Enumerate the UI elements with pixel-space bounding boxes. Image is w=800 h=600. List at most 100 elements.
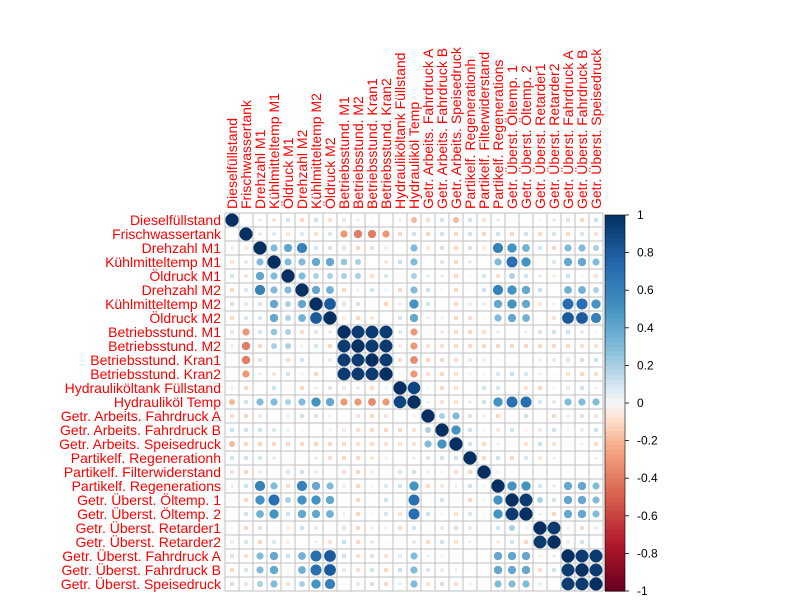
correlation-circle [299,581,305,587]
color-legend-segment [605,370,625,376]
row-label: Getr. Überst. Retarder2 [75,533,221,550]
correlation-circle [421,409,435,423]
correlation-circle [281,269,295,283]
column-label: Betriebsstund. Kran2 [378,78,394,209]
correlation-circle [495,413,501,419]
correlation-circle [524,526,528,530]
correlation-circle [551,315,557,321]
correlation-circle [551,497,557,503]
correlation-circle [467,231,473,237]
correlation-circle [369,581,375,587]
correlation-circle [494,580,502,588]
correlation-circle [225,213,239,227]
correlation-circle [523,385,529,391]
color-legend-segment [605,572,625,578]
correlation-circle [575,563,589,577]
correlation-circle [425,231,431,237]
correlation-circle [299,441,305,447]
correlation-circle [505,507,519,521]
correlation-circle [523,273,529,279]
correlation-circle [521,551,531,561]
correlation-circle [229,399,235,405]
correlation-circle [311,495,321,505]
column-label: Getr. Überst. Speisedruck [587,48,604,209]
column-label: Getr. Arbeits. Fahrdruck A [420,48,436,209]
correlation-circle [397,287,403,293]
correlation-circle [525,219,527,221]
correlation-circle [537,441,543,447]
correlation-circle [477,465,491,479]
correlation-circle [523,371,529,377]
correlation-circle [324,550,336,562]
correlation-circle [453,511,459,517]
correlation-circle [244,274,248,278]
correlation-circle [551,427,557,433]
correlation-circle [563,257,573,267]
correlation-circle [313,441,319,447]
correlation-circle [577,509,587,519]
correlation-circle [579,525,585,531]
correlation-circle [343,499,345,501]
correlation-circle [426,470,430,474]
correlation-circle [496,470,500,474]
row-label: Partikelf. Regenerations [72,478,221,494]
correlation-circle [409,481,419,491]
correlation-circle [551,231,557,237]
correlation-circle [575,577,589,591]
correlation-circle [243,469,249,475]
correlation-circle [425,567,431,573]
correlation-circle [507,481,517,491]
color-legend-segment [605,276,625,282]
correlation-circle [439,343,445,349]
correlation-circle [566,386,570,390]
correlation-circle [468,274,472,278]
correlation-circle [327,455,333,461]
correlation-circle [382,398,390,406]
correlation-circle [481,455,487,461]
color-legend-segment [605,431,625,437]
correlation-circle [469,569,471,571]
correlation-circle [295,283,309,297]
correlation-circle [285,315,291,321]
correlation-circle [523,413,529,419]
color-legend-segment [605,309,625,315]
correlation-circle [355,483,361,489]
correlation-circle [327,273,333,279]
correlation-circle [243,427,249,433]
correlation-circle [270,328,278,336]
correlation-circle [481,441,487,447]
correlation-circle [566,372,570,376]
correlation-circle [393,395,407,409]
correlation-circle [285,357,291,363]
correlation-circle [367,229,377,239]
correlation-circle [229,301,235,307]
correlation-circle [296,242,308,254]
correlation-circle [257,427,263,433]
color-legend-segment [605,534,625,540]
correlation-circle [384,260,388,264]
color-legend-tick-label: 0.6 [637,283,654,297]
row-label: Getr. Überst. Öltemp. 1 [77,491,221,508]
correlation-circle [369,553,375,559]
correlation-circle [578,244,586,252]
color-legend-segment [605,576,625,583]
correlation-circle [370,456,374,460]
correlation-circle [369,441,375,447]
correlation-circle [538,372,542,376]
correlation-circle [355,497,361,503]
correlation-circle [239,227,253,241]
correlation-circle [285,217,291,223]
row-label: Betriebsstund. Kran1 [90,352,221,368]
correlation-circle [285,469,291,475]
correlation-circle [580,428,584,432]
correlation-circle [254,480,266,492]
correlation-circle [309,297,323,311]
correlation-circle [507,551,517,561]
correlation-circle [365,367,379,381]
correlation-circle [385,317,387,319]
correlation-circle [426,246,430,250]
correlation-circle [299,217,305,223]
correlation-circle [538,274,542,278]
correlation-circle [467,483,473,489]
column-label: Getr. Arbeits. Speisedruck [448,46,464,209]
